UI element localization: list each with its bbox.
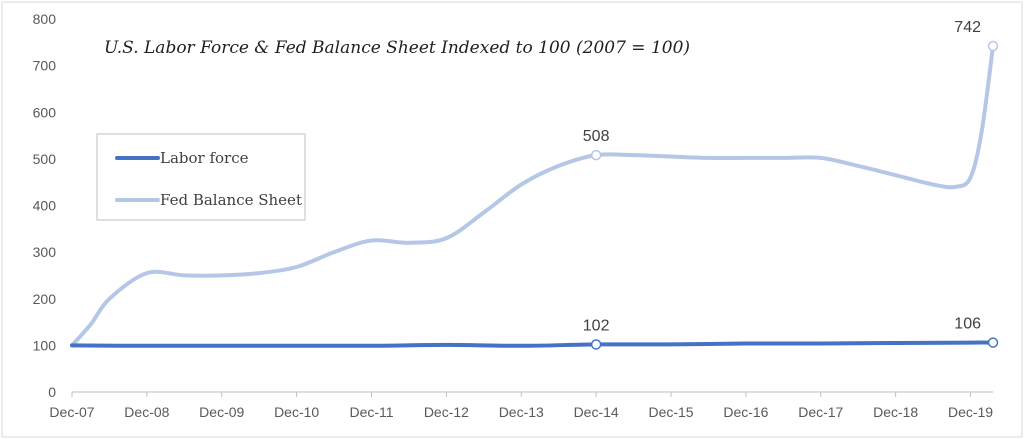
x-tick-label: Dec-07	[49, 404, 94, 420]
data-point-labor-force	[987, 337, 999, 348]
chart-title: U.S. Labor Force & Fed Balance Sheet Ind…	[104, 38, 690, 58]
x-tick-label: Dec-17	[798, 404, 843, 420]
data-point-fed-balance-sheet	[987, 40, 999, 52]
x-tick-label: Dec-12	[424, 404, 469, 420]
data-label: 102	[583, 317, 610, 334]
x-tick-label: Dec-13	[499, 404, 544, 420]
series-line-labor-force	[70, 340, 995, 348]
x-tick-label: Dec-08	[124, 404, 169, 420]
data-point-labor-force	[590, 339, 602, 350]
x-tick-label: Dec-10	[274, 404, 319, 420]
data-label: 742	[954, 19, 981, 36]
y-tick-label: 200	[33, 291, 57, 307]
y-tick-label: 400	[33, 198, 57, 214]
data-point-fed-balance-sheet	[590, 149, 602, 161]
legend: Labor force Fed Balance Sheet	[96, 133, 306, 221]
legend-label-fed-balance-sheet: Fed Balance Sheet	[160, 191, 302, 209]
data-label: 106	[954, 316, 981, 333]
legend-label-labor-force: Labor force	[160, 149, 249, 167]
y-tick-label: 0	[48, 384, 56, 400]
x-tick-label: Dec-19	[948, 404, 993, 420]
x-tick-label: Dec-16	[723, 404, 768, 420]
x-tick-label: Dec-09	[199, 404, 244, 420]
y-tick-label: 700	[33, 58, 57, 74]
y-tick-label: 800	[33, 11, 57, 27]
x-tick-label: Dec-15	[648, 404, 693, 420]
series-line-fed-balance-sheet	[70, 44, 995, 348]
x-axis-tick-labels: Dec-07 Dec-08 Dec-09 Dec-10 Dec-11 Dec-12 Dec-…	[49, 392, 993, 420]
series-lines	[70, 44, 995, 348]
y-tick-label: 100	[33, 337, 57, 353]
x-tick-label: Dec-14	[574, 404, 619, 420]
y-axis-tick-labels: 0 100 200 300 400 500 600 700 800	[33, 11, 57, 400]
y-tick-label: 500	[33, 151, 57, 167]
data-markers: 102 106 508 742	[583, 19, 999, 350]
data-label: 508	[583, 128, 610, 145]
y-tick-label: 600	[33, 104, 57, 120]
legend-box	[96, 133, 306, 221]
y-tick-label: 300	[33, 244, 57, 260]
x-tick-label: Dec-18	[873, 404, 918, 420]
x-tick-label: Dec-11	[349, 404, 393, 420]
